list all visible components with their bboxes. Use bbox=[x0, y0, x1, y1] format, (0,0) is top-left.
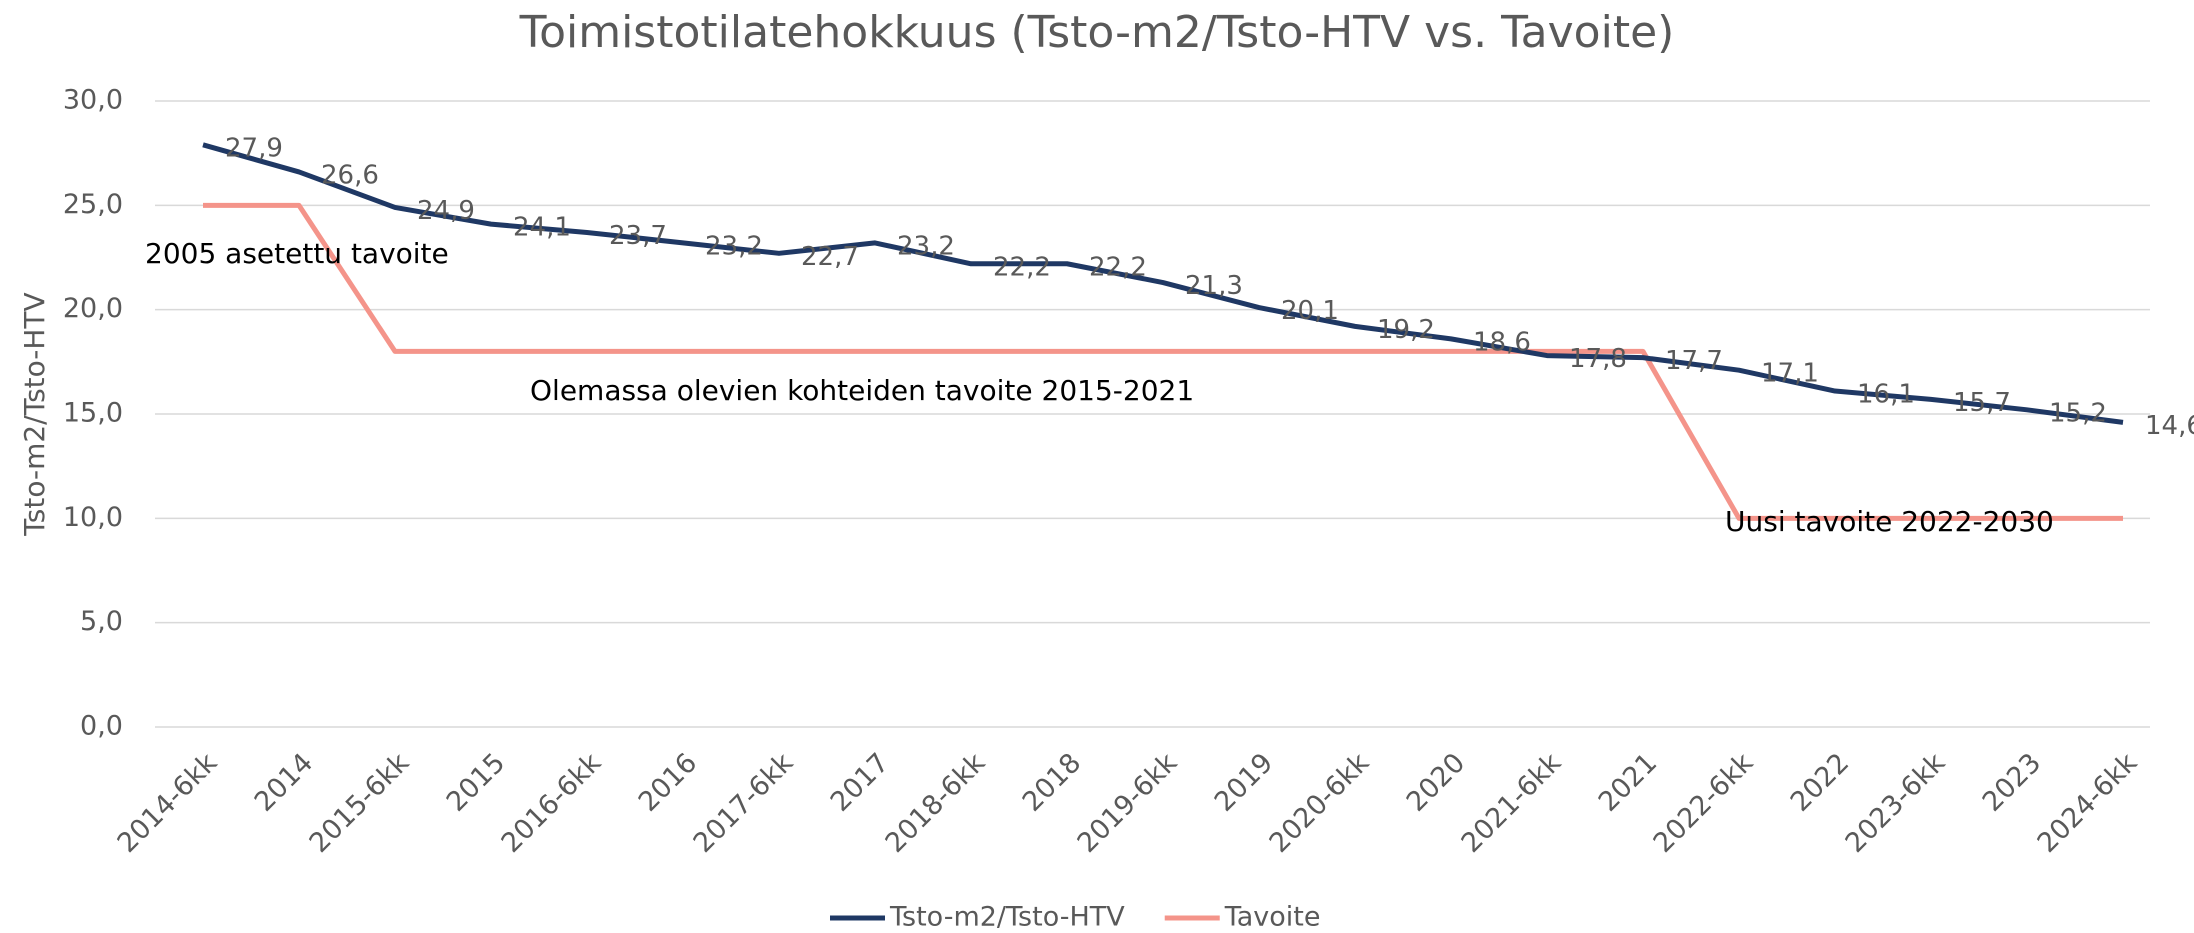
data-label: 17,1 bbox=[1761, 359, 1819, 389]
x-tick-label: 2017 bbox=[825, 747, 896, 818]
data-label: 26,6 bbox=[321, 160, 379, 190]
x-tick-label: 2022-6kk bbox=[1648, 747, 1760, 859]
y-tick-label: 20,0 bbox=[63, 293, 123, 324]
x-tick-label: 2020 bbox=[1401, 747, 1472, 818]
x-tick-label: 2023-6kk bbox=[1840, 747, 1952, 859]
legend-label: Tavoite bbox=[1224, 902, 1321, 933]
data-label: 20,1 bbox=[1281, 296, 1339, 326]
y-tick-label: 30,0 bbox=[63, 85, 123, 116]
data-label: 23,2 bbox=[897, 231, 955, 261]
y-tick-label: 25,0 bbox=[63, 189, 123, 220]
data-label: 19,2 bbox=[1377, 315, 1435, 345]
x-tick-label: 2015-6kk bbox=[304, 747, 416, 859]
x-tick-label: 2020-6kk bbox=[1264, 747, 1376, 859]
x-tick-label: 2019-6kk bbox=[1072, 747, 1184, 859]
data-label: 27,9 bbox=[225, 133, 283, 163]
y-tick-label: 5,0 bbox=[80, 606, 123, 637]
y-tick-label: 10,0 bbox=[63, 502, 123, 533]
data-label: 18,6 bbox=[1473, 327, 1531, 357]
data-label: 22,2 bbox=[1089, 252, 1147, 282]
annotation: 2005 asetettu tavoite bbox=[145, 237, 449, 270]
x-tick-label: 2019 bbox=[1209, 747, 1280, 818]
data-label: 17,8 bbox=[1569, 344, 1627, 374]
y-tick-label: 15,0 bbox=[63, 398, 123, 429]
series-line bbox=[202, 142, 2124, 425]
annotation: Olemassa olevien kohteiden tavoite 2015-… bbox=[530, 374, 1194, 407]
x-tick-label: 2015 bbox=[441, 747, 512, 818]
data-label: 15,2 bbox=[2049, 398, 2107, 428]
x-tick-label: 2016 bbox=[633, 747, 704, 818]
y-tick-label: 0,0 bbox=[80, 711, 123, 742]
x-tick-label: 2021 bbox=[1593, 747, 1664, 818]
data-label: 23,2 bbox=[705, 231, 763, 261]
data-label: 17,7 bbox=[1665, 346, 1723, 376]
x-tick-label: 2014-6kk bbox=[112, 747, 224, 859]
data-label: 22,2 bbox=[993, 252, 1051, 282]
data-label: 23,7 bbox=[609, 221, 667, 251]
legend-label: Tsto-m2/Tsto-HTV bbox=[889, 902, 1125, 933]
annotation: Uusi tavoite 2022-2030 bbox=[1725, 505, 2054, 538]
data-label: 14,6 bbox=[2145, 411, 2194, 441]
data-label: 15,7 bbox=[1953, 388, 2011, 418]
data-label: 16,1 bbox=[1857, 380, 1915, 410]
x-tick-label: 2021-6kk bbox=[1456, 747, 1568, 859]
data-label: 24,9 bbox=[417, 196, 475, 226]
x-tick-label: 2023 bbox=[1977, 747, 2048, 818]
data-label: 21,3 bbox=[1185, 271, 1243, 301]
x-tick-label: 2018-6kk bbox=[880, 747, 992, 859]
x-tick-label: 2016-6kk bbox=[496, 747, 608, 859]
data-label: 22,7 bbox=[801, 242, 859, 272]
y-axis-title: Tsto-m2/Tsto-HTV bbox=[18, 292, 51, 536]
x-tick-label: 2017-6kk bbox=[688, 747, 800, 859]
x-tick-label: 2014 bbox=[249, 747, 320, 818]
x-tick-label: 2024-6kk bbox=[2032, 747, 2144, 859]
series-line bbox=[203, 202, 2123, 521]
x-tick-label: 2022 bbox=[1785, 747, 1856, 818]
chart-title: Toimistotilatehokkuus (Tsto-m2/Tsto-HTV … bbox=[519, 7, 1675, 58]
x-tick-label: 2018 bbox=[1017, 747, 1088, 818]
data-label: 24,1 bbox=[513, 213, 571, 243]
